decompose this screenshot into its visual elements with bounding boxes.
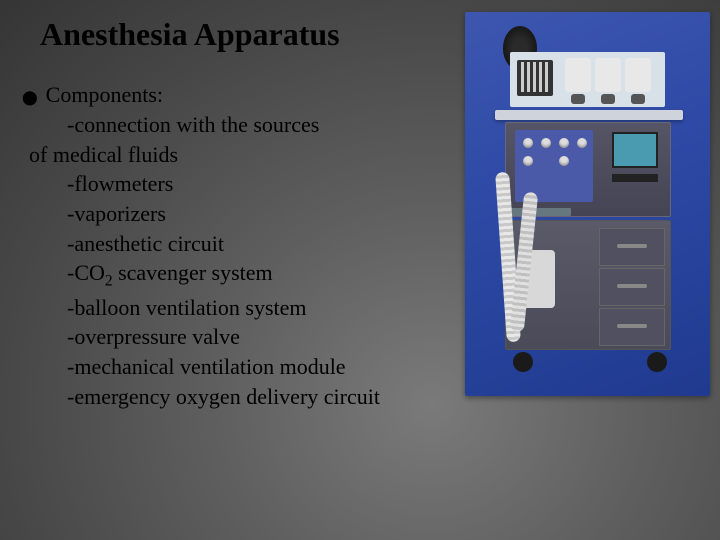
caster-wheel: [513, 352, 533, 372]
monitor-screen: [612, 132, 658, 168]
vaporizer: [625, 58, 651, 92]
list-item: -balloon ventilation system: [67, 293, 380, 323]
vaporizer: [565, 58, 591, 92]
heading: Components:: [46, 80, 163, 110]
list-item: -vaporizers: [67, 199, 380, 229]
list-item: -overpressure valve: [67, 322, 380, 352]
list-item: -connection with the sources: [67, 110, 380, 140]
caster-wheel: [647, 352, 667, 372]
list-item: -anesthetic circuit: [67, 229, 380, 259]
list-item: -CO2 scavenger system: [67, 258, 380, 292]
vaporizer: [595, 58, 621, 92]
work-shelf: [495, 110, 683, 120]
component-list: -connection with the sources of medical …: [67, 110, 380, 411]
bullet-icon: ⬤: [22, 88, 38, 110]
list-item: -emergency oxygen delivery circuit: [67, 382, 380, 412]
content-block: ⬤ Components: -connection with the sourc…: [22, 80, 380, 411]
heading-row: ⬤ Components:: [22, 80, 380, 110]
slide-title: Anesthesia Apparatus: [40, 16, 340, 53]
list-item: of medical fluids: [29, 140, 380, 170]
list-item: -flowmeters: [67, 169, 380, 199]
anesthesia-machine-photo: [465, 12, 710, 396]
list-item: -mechanical ventilation module: [67, 352, 380, 382]
